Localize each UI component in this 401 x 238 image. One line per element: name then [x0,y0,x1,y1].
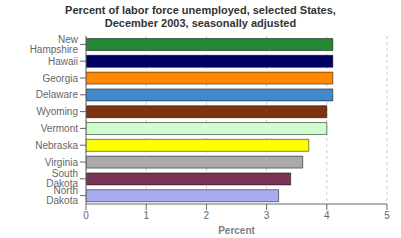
svg-text:Nebraska: Nebraska [35,140,78,151]
svg-text:3: 3 [264,210,270,221]
svg-text:NewHampshire: NewHampshire [30,34,79,55]
svg-text:Percent: Percent [218,225,255,236]
svg-text:Virginia: Virginia [45,157,79,168]
svg-text:Georgia: Georgia [42,73,78,84]
svg-text:Wyoming: Wyoming [36,106,78,117]
svg-text:SouthDakota: SouthDakota [46,168,78,189]
svg-text:Vermont: Vermont [41,123,78,134]
svg-text:4: 4 [324,210,330,221]
svg-text:1: 1 [143,210,149,221]
svg-text:Hawaii: Hawaii [48,56,78,67]
svg-text:Delaware: Delaware [36,89,79,100]
svg-text:5: 5 [384,210,390,221]
svg-text:0: 0 [83,210,89,221]
svg-text:2: 2 [204,210,210,221]
